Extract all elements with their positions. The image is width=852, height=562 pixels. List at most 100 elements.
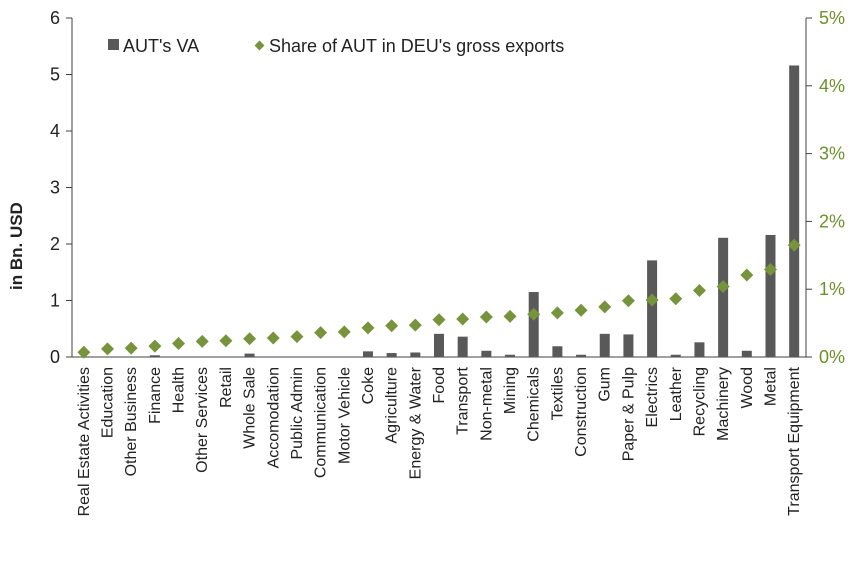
share-marker <box>598 300 612 314</box>
right-tick-label: 1% <box>819 279 845 299</box>
bar <box>362 351 373 357</box>
share-marker <box>101 342 115 356</box>
category-label: Recycling <box>691 367 708 436</box>
category-label: Wood <box>739 367 756 409</box>
legend: AUT's VA Share of AUT in DEU's gross exp… <box>108 36 564 56</box>
share-marker <box>763 263 777 277</box>
share-marker <box>716 279 730 293</box>
left-tick-label: 4 <box>50 121 60 141</box>
bar <box>552 346 563 357</box>
share-marker <box>243 332 257 346</box>
share-marker <box>314 326 328 340</box>
bar <box>457 336 468 357</box>
category-label: Chemicals <box>526 367 543 442</box>
category-label: Gum <box>597 367 614 402</box>
bar <box>291 356 302 357</box>
category-label: Transport Equipment <box>786 366 803 515</box>
share-marker <box>740 268 754 282</box>
left-tick-label: 3 <box>50 178 60 198</box>
bar <box>576 354 587 357</box>
bar <box>789 65 800 358</box>
share-marker <box>479 310 493 324</box>
category-labels: Real Estate Activities Education Other Bus… <box>76 366 803 516</box>
bar <box>268 356 279 357</box>
bar <box>102 356 113 357</box>
share-marker <box>219 334 233 348</box>
bar <box>434 333 444 357</box>
bar <box>481 350 492 357</box>
share-marker <box>266 331 280 345</box>
share-marker <box>787 238 801 252</box>
share-marker <box>456 312 470 326</box>
category-label: Leather <box>668 366 685 421</box>
bar <box>410 352 421 357</box>
left-tick-label: 1 <box>50 291 60 311</box>
marker-series <box>77 238 801 359</box>
category-label: Real Estate Activities <box>76 367 93 516</box>
bar <box>149 355 160 357</box>
category-label: Education <box>100 367 117 438</box>
share-marker <box>503 309 517 323</box>
bar-series <box>78 65 800 358</box>
bar <box>647 260 658 357</box>
legend-bar-swatch <box>108 39 119 50</box>
share-marker <box>290 330 304 344</box>
category-label: Food <box>431 367 448 403</box>
bar <box>765 234 776 357</box>
left-tick-label: 0 <box>50 347 60 367</box>
bar <box>623 334 634 357</box>
bar <box>197 356 208 357</box>
share-marker <box>574 303 588 317</box>
bar <box>220 356 231 357</box>
bar <box>670 354 681 357</box>
share-marker <box>361 321 375 335</box>
right-tick-label: 4% <box>819 76 845 96</box>
share-marker <box>621 294 635 308</box>
share-marker <box>645 293 659 307</box>
category-label: Whole Sale <box>242 367 259 449</box>
category-label: Coke <box>360 367 377 404</box>
bar <box>386 353 397 357</box>
share-marker <box>195 334 209 348</box>
category-label: Construction <box>573 367 590 457</box>
share-marker <box>337 325 351 339</box>
share-marker <box>669 292 683 306</box>
category-label: Communication <box>313 367 330 478</box>
bar <box>718 237 729 357</box>
legend-bar-label: AUT's VA <box>123 36 199 56</box>
share-marker <box>148 339 162 353</box>
bar <box>339 356 350 357</box>
right-tick-label: 2% <box>819 211 845 231</box>
share-marker <box>527 307 541 321</box>
left-axis-ticks: 0 1 2 3 4 5 6 <box>50 8 72 367</box>
category-label: Agriculture <box>384 367 401 444</box>
right-tick-label: 3% <box>819 144 845 164</box>
bar <box>528 292 539 357</box>
legend-marker-label: Share of AUT in DEU's gross exports <box>269 36 564 56</box>
left-tick-label: 2 <box>50 234 60 254</box>
share-marker <box>77 345 91 359</box>
share-marker <box>432 313 446 327</box>
category-label: Energy & Water <box>407 366 424 479</box>
left-tick-label: 5 <box>50 65 60 85</box>
category-label: Textiles <box>549 367 566 420</box>
share-marker <box>385 319 399 333</box>
right-tick-label: 0% <box>819 347 845 367</box>
bar <box>315 356 326 357</box>
category-label: Mining <box>502 367 519 414</box>
category-label: Public Admin <box>289 367 306 460</box>
bar <box>599 333 610 357</box>
category-label: Electrics <box>644 367 661 427</box>
category-label: Finance <box>147 367 164 424</box>
share-marker <box>172 336 186 350</box>
category-label: Accomodation <box>265 367 282 468</box>
category-label: Paper & Pulp <box>620 367 637 461</box>
share-marker <box>124 341 138 355</box>
share-marker <box>692 284 706 298</box>
share-marker <box>408 318 422 332</box>
category-label: Motor Vehicle <box>336 367 353 464</box>
share-marker <box>550 306 564 320</box>
bar <box>505 354 516 357</box>
category-label: Machinery <box>715 367 732 441</box>
